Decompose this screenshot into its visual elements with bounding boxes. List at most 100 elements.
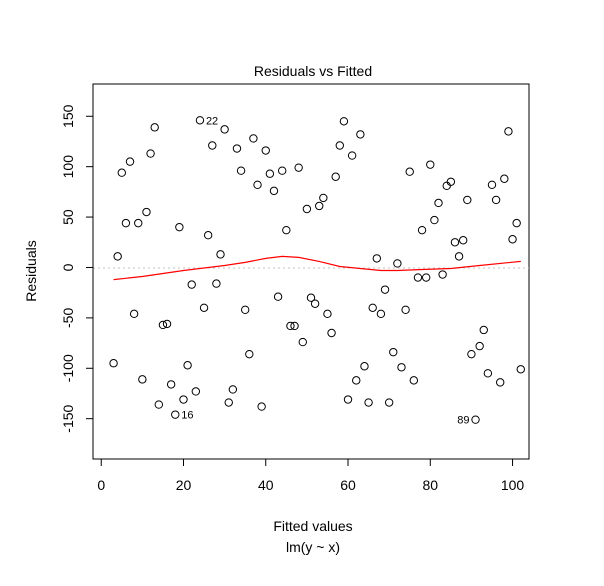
data-point (360, 362, 369, 371)
y-tick-label: -100 (60, 354, 76, 382)
data-point (171, 410, 180, 419)
data-point (487, 180, 497, 190)
x-axis-label: Fitted values (273, 518, 352, 534)
data-point (236, 166, 246, 175)
data-point (438, 270, 447, 279)
data-point (389, 347, 398, 357)
data-point (125, 157, 135, 166)
x-tick-label: 20 (176, 477, 192, 493)
smoother-line (113, 255, 521, 281)
data-point (331, 172, 340, 181)
data-point (327, 328, 336, 338)
data-point (273, 292, 283, 301)
data-point (138, 375, 147, 384)
data-point (368, 303, 377, 312)
data-point (199, 303, 209, 312)
data-point (282, 225, 291, 235)
x-tick-label: 0 (97, 477, 105, 493)
data-point (109, 359, 118, 368)
data-point (450, 238, 460, 247)
data-point (405, 167, 414, 176)
data-point (380, 285, 390, 294)
data-point (516, 365, 525, 374)
data-point (302, 204, 312, 214)
data-point (364, 398, 373, 407)
y-tick-label: 100 (60, 155, 76, 179)
data-point (372, 254, 382, 263)
data-point (442, 181, 451, 191)
data-point (323, 309, 332, 319)
x-axis-sublabel: lm(y ~ x) (286, 539, 340, 555)
data-point (475, 341, 484, 351)
x-tick-label: 80 (422, 477, 438, 493)
data-point (269, 186, 279, 196)
data-point (146, 149, 155, 158)
data-point (483, 369, 493, 378)
data-point (166, 380, 176, 389)
data-point (212, 279, 221, 288)
data-point (175, 222, 184, 232)
y-tick-label: -50 (60, 308, 76, 328)
y-axis: -150 -100 -50 0 50 100 150 (60, 104, 94, 433)
data-point (195, 116, 205, 125)
data-point (187, 280, 196, 289)
data-point (129, 309, 139, 319)
data-point (458, 236, 468, 245)
points-layer (109, 116, 525, 424)
x-tick-label: 60 (340, 477, 356, 493)
data-point (504, 127, 513, 136)
y-tick-label: 0 (60, 263, 76, 271)
data-point (393, 259, 402, 268)
data-point (294, 163, 303, 172)
data-point (142, 207, 151, 217)
data-point (500, 174, 509, 183)
data-point (162, 319, 172, 329)
data-point (121, 218, 131, 228)
data-point (286, 321, 295, 331)
chart-title: Residuals vs Fitted (254, 63, 372, 79)
data-point (467, 349, 476, 359)
data-point (220, 125, 229, 134)
y-tick-label: -150 (60, 404, 76, 432)
data-point (179, 395, 188, 404)
data-point (335, 141, 344, 150)
data-point (249, 134, 258, 143)
data-point (454, 252, 464, 261)
data-point (397, 363, 406, 372)
data-point (245, 349, 254, 359)
data-point (265, 169, 275, 178)
data-point (224, 398, 233, 407)
data-point (421, 273, 431, 282)
data-point (150, 123, 159, 132)
y-axis-label: Residuals (23, 240, 39, 301)
data-point (319, 193, 328, 203)
data-point (496, 378, 505, 387)
data-point (278, 166, 287, 175)
data-point (463, 195, 472, 205)
data-point (228, 385, 238, 394)
data-point (117, 168, 126, 177)
data-point (310, 299, 320, 308)
data-point (339, 117, 349, 126)
data-point (384, 398, 394, 407)
data-point (290, 321, 299, 331)
data-point (446, 177, 456, 186)
data-point (491, 195, 501, 205)
data-point (158, 320, 168, 330)
data-point (434, 198, 443, 208)
data-point (232, 144, 242, 153)
data-point (203, 231, 213, 240)
data-point (347, 151, 357, 160)
point-label: 16 (181, 410, 193, 422)
data-point (208, 141, 217, 150)
x-tick-label: 100 (501, 477, 525, 493)
data-point (479, 325, 488, 335)
data-point (343, 395, 353, 404)
plot-frame (92, 83, 530, 460)
data-point (409, 376, 419, 385)
x-axis: 0 20 40 60 80 100 (97, 458, 525, 493)
data-point (113, 252, 122, 261)
data-point (512, 218, 521, 228)
data-point (413, 273, 423, 282)
